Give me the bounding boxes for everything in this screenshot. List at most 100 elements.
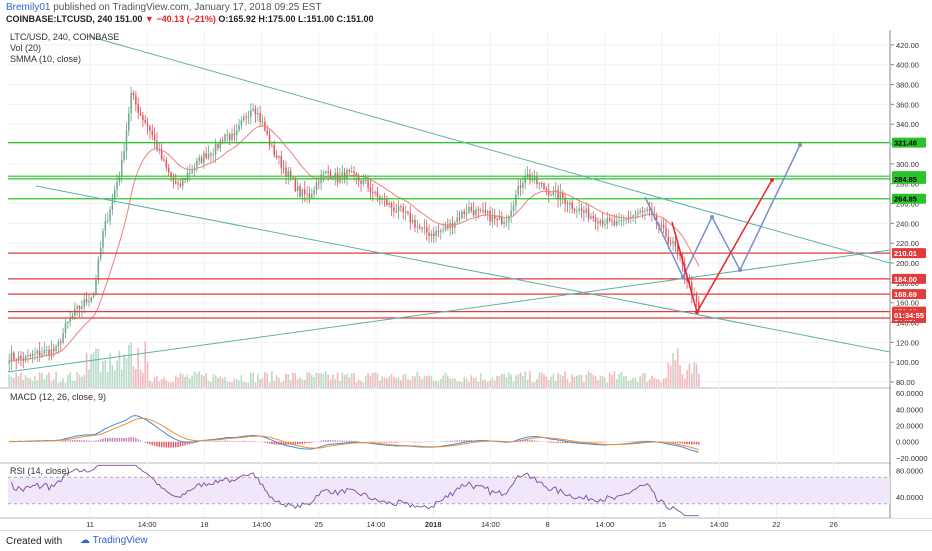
volume-bar <box>320 373 322 387</box>
main-pane-label: SMMA (10, close) <box>10 54 81 64</box>
volume-bar <box>24 374 27 387</box>
candle-body <box>503 222 505 224</box>
level-tag <box>892 248 926 259</box>
candle-body <box>83 299 85 307</box>
candle-body <box>296 185 299 191</box>
volume-bar <box>203 375 205 387</box>
volume-bar <box>127 344 130 387</box>
candle-body <box>510 210 512 216</box>
candle-body <box>289 170 292 178</box>
candle-body <box>78 306 81 309</box>
volume-bar <box>679 365 681 387</box>
candle-body <box>660 224 663 227</box>
candle-body <box>512 205 515 211</box>
volume-bar <box>383 377 386 387</box>
volume-bar <box>496 375 498 387</box>
candle-body <box>207 153 210 159</box>
volume-bar <box>90 354 93 387</box>
candle-body <box>472 210 475 216</box>
candle-body <box>376 191 379 197</box>
candle-body <box>184 179 186 181</box>
candle-body <box>13 352 15 360</box>
candle-body <box>573 208 576 212</box>
volume-bar <box>15 372 18 387</box>
candle-body <box>233 133 236 136</box>
volume-bar <box>41 373 43 387</box>
candle-body <box>123 150 125 160</box>
volume-bar <box>500 373 503 387</box>
volume-bar <box>120 369 123 387</box>
candle-body <box>341 172 344 176</box>
volume-bar <box>665 377 667 387</box>
candle-body <box>353 171 355 174</box>
price-tick-label: 100.00 <box>896 358 919 367</box>
candle-body <box>299 185 301 197</box>
volume-bar <box>287 373 290 387</box>
price-tick-label: 220.00 <box>896 239 919 248</box>
volume-bar <box>27 377 29 387</box>
volume-bar <box>170 382 172 387</box>
volume-bar <box>449 378 451 387</box>
volume-bar <box>580 374 583 387</box>
volume-bar <box>461 382 463 387</box>
volume-bar <box>306 372 308 387</box>
candle-body <box>606 218 609 225</box>
volume-bar <box>172 381 175 387</box>
price-chart[interactable]: 80.00100.00120.00140.00160.00180.00200.0… <box>0 0 932 530</box>
candle-body <box>156 140 158 151</box>
volume-bar <box>693 362 695 387</box>
candle-body <box>381 198 383 201</box>
candle-body <box>76 306 78 309</box>
volume-bar <box>634 377 637 387</box>
volume-bar <box>130 342 132 387</box>
volume-bar <box>362 382 365 387</box>
volume-bar <box>193 371 196 387</box>
candle-body <box>146 123 149 127</box>
volume-bar <box>10 376 13 387</box>
volume-bar <box>212 374 215 387</box>
candle-body <box>55 346 57 351</box>
tradingview-brand[interactable]: ☁ TradingView <box>80 535 148 546</box>
volume-bar <box>688 363 691 387</box>
level-tag-label: 321.46 <box>894 139 917 148</box>
candle-body <box>245 116 247 118</box>
candle-body <box>81 306 83 309</box>
volume-bar <box>62 378 64 387</box>
volume-bar <box>59 381 62 387</box>
volume-bar <box>231 382 233 387</box>
volume-bar <box>428 375 430 387</box>
volume-bar <box>498 376 501 387</box>
candle-body <box>418 226 421 229</box>
macd-tick-label: 20.0000 <box>896 422 923 431</box>
candle-body <box>315 182 318 191</box>
volume-bar <box>515 375 517 387</box>
volume-bar <box>343 375 346 387</box>
candle-body <box>662 224 665 228</box>
volume-bar <box>8 374 10 387</box>
candle-body <box>271 145 273 147</box>
volume-bar <box>132 366 135 387</box>
volume-bar <box>367 373 369 387</box>
volume-bar <box>622 376 625 387</box>
macd-tick-label: −20.0000 <box>896 454 928 463</box>
volume-bar <box>599 375 602 387</box>
candle-body <box>397 206 400 212</box>
candle-body <box>266 130 268 135</box>
volume-bar <box>348 377 351 387</box>
candle-body <box>280 156 283 168</box>
candle-body <box>508 215 510 222</box>
volume-bar <box>205 373 208 387</box>
volume-bar <box>435 380 437 387</box>
candle-body <box>165 160 168 168</box>
author-name[interactable]: Bremily01 <box>6 2 51 13</box>
candle-body <box>102 231 104 248</box>
volume-bar <box>43 378 46 387</box>
candle-body <box>536 176 538 184</box>
candle-body <box>641 210 644 212</box>
volume-bar <box>156 376 158 387</box>
price-tick-label: 300.00 <box>896 160 919 169</box>
candle-body <box>632 215 634 218</box>
volume-bar <box>618 374 620 387</box>
volume-bar <box>135 368 137 387</box>
volume-bar <box>585 374 588 387</box>
